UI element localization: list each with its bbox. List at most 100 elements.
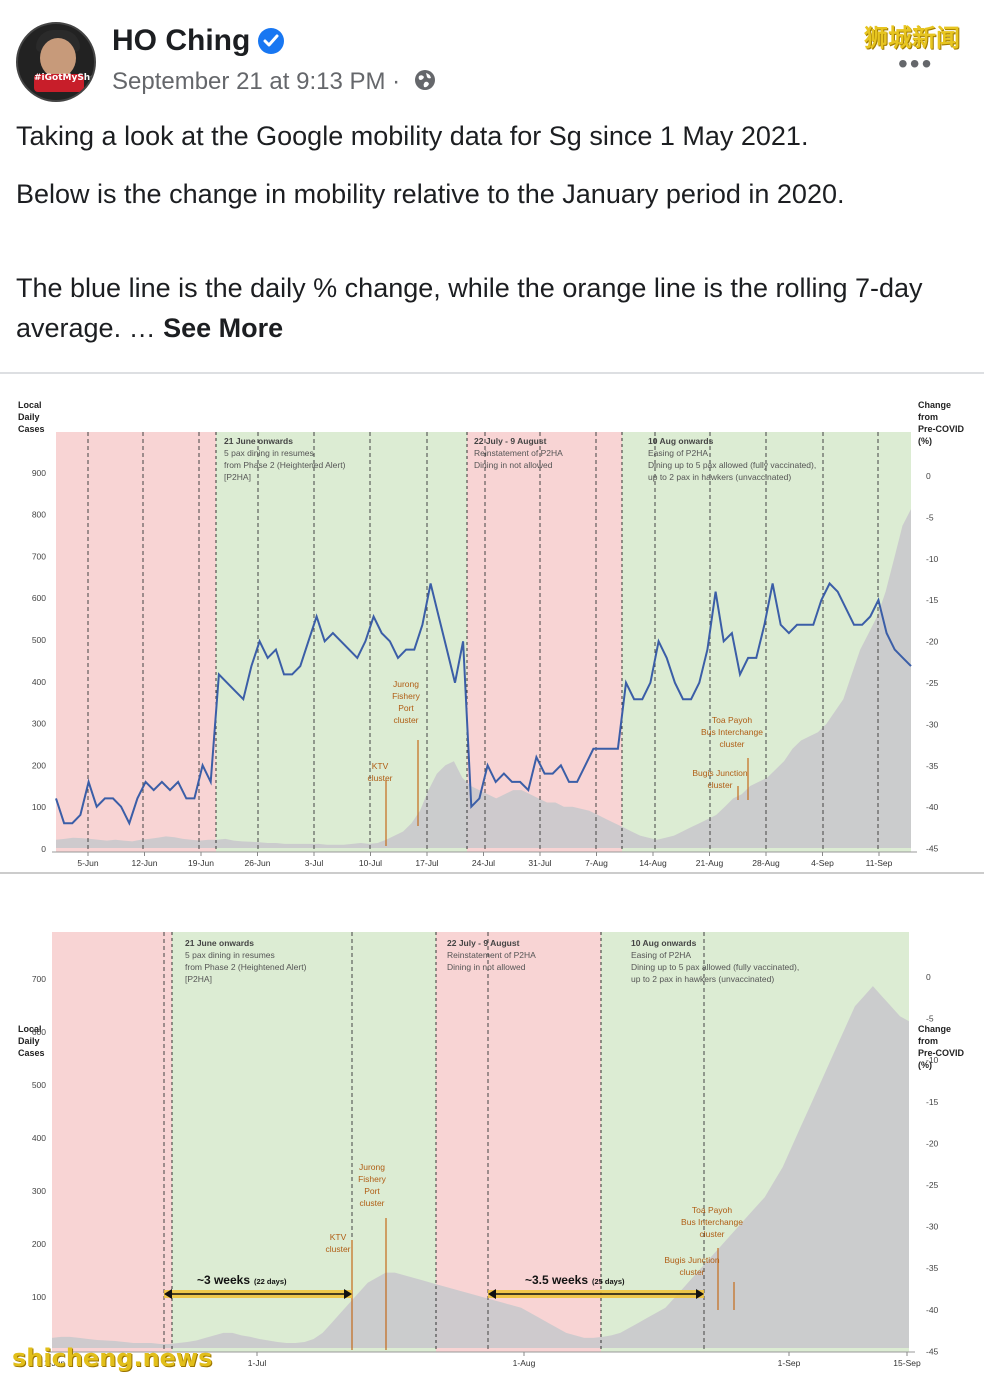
right-tick-label: -35: [926, 761, 939, 771]
right-axis-label-line: (%): [918, 436, 932, 446]
avatar[interactable]: #iGotMyShot: [16, 22, 96, 102]
left-tick-label: 500: [32, 635, 46, 645]
jurong-cluster-note: Fishery: [392, 691, 421, 701]
right-tick-label: -5: [926, 512, 934, 522]
right-tick-label: -25: [926, 678, 939, 688]
right-tick-label: -10: [926, 1055, 939, 1065]
chart-daily-svg: Local Daily Cases Change from Pre-COVID (%) 0 10…: [18, 400, 965, 868]
phase1-note-title: 21 June onwards: [185, 938, 254, 948]
post-paragraph-2: Below is the change in mobility relative…: [16, 179, 845, 209]
x-tick-label: 21-Aug: [696, 858, 724, 868]
right-axis-label-line: Pre-COVID: [918, 424, 965, 434]
verified-badge-icon: [258, 28, 284, 54]
right-tick-label: -15: [926, 595, 939, 605]
more-options-icon[interactable]: •••: [898, 48, 934, 79]
toa-payoh-cluster-note: cluster: [719, 739, 744, 749]
meta-separator: ·: [385, 68, 407, 95]
left-tick-label: 0: [41, 844, 46, 854]
right-tick-label: -40: [926, 1305, 939, 1315]
x-tick-label: 3-Jul: [305, 858, 324, 868]
left-axis-label-line: Local: [18, 1024, 42, 1034]
x-tick-label: 1-Jul: [248, 1358, 267, 1368]
left-tick-label: 700: [32, 974, 46, 984]
x-tick-label: 31-Jul: [528, 858, 551, 868]
jurong-cluster-note: cluster: [393, 715, 418, 725]
post-paragraph-3-text: The blue line is the daily % change, whi…: [16, 273, 923, 343]
phase1-note-line: from Phase 2 (Heightened Alert): [224, 460, 346, 470]
right-axis-label-line: Change: [918, 1024, 951, 1034]
right-tick-label: -20: [926, 1138, 939, 1148]
phase3-note-line: up to 2 pax in hawkers (unvaccinated): [631, 974, 774, 984]
right-tick-label: -5: [926, 1014, 934, 1024]
left-tick-label: 300: [32, 719, 46, 729]
jurong-cluster-note: Fishery: [358, 1174, 387, 1184]
ktv-cluster-note: KTV: [372, 761, 389, 771]
left-tick-label: 400: [32, 1133, 46, 1143]
left-tick-label: 600: [32, 593, 46, 603]
phase1-note-title: 21 June onwards: [224, 436, 293, 446]
chart-daily[interactable]: Local Daily Cases Change from Pre-COVID (%) 0 10…: [0, 380, 984, 872]
left-tick-label: 100: [32, 1292, 46, 1302]
chart-rolling[interactable]: ~3 weeks (22 days) ~3.5 weeks (25 days) Loc…: [0, 630, 984, 1374]
phase1-note-line: [P2HA]: [185, 974, 212, 984]
phase3-note-title: 10 Aug onwards: [648, 436, 714, 446]
x-tick-label: 11-Sep: [866, 858, 893, 868]
x-tick-label: 15-Sep: [893, 1358, 921, 1368]
toa-payoh-cluster-note: Toa Payoh: [692, 1205, 732, 1215]
phase2-note-line: Dining in not allowed: [474, 460, 553, 470]
post-paragraph-3: The blue line is the daily % change, whi…: [16, 268, 966, 348]
jurong-cluster-note: Port: [364, 1186, 380, 1196]
x-tick-label: 24-Jul: [472, 858, 495, 868]
phase3-note-line: Dining up to 5 pax allowed (fully vaccin…: [648, 460, 816, 470]
watermark-top: 狮城新闻: [864, 24, 960, 52]
right-axis-label-line: (%): [918, 1060, 932, 1070]
gap-arrow-1-head-right: [344, 1289, 352, 1299]
x-tick-label: 1-Sep: [778, 1358, 801, 1368]
gap-arrow-1-label: ~3 weeks: [197, 1273, 250, 1287]
ktv-cluster-note: cluster: [367, 773, 392, 783]
divider-charts: [0, 872, 984, 874]
x-tick-label: 4-Sep: [811, 858, 834, 868]
post-timestamp[interactable]: September 21 at 9:13 PM: [112, 68, 386, 95]
globe-icon: [413, 68, 437, 99]
phase1-note-line: 5 pax dining in resumes: [224, 448, 314, 458]
phase3-note-line: Easing of P2HA: [648, 448, 708, 458]
ktv-cluster-note: cluster: [325, 1244, 350, 1254]
right-tick-label: -30: [926, 1222, 939, 1232]
phase2-note-line: Reinstatement of P2HA: [447, 950, 536, 960]
phase2-note-title: 22 July - 9 August: [447, 938, 520, 948]
phase-zone-1: [52, 932, 172, 1352]
post-paragraph-1: Taking a look at the Google mobility dat…: [16, 121, 809, 151]
gap-arrow-2-sublabel: (25 days): [592, 1277, 625, 1286]
phase-zone-3: [467, 432, 622, 852]
left-tick-label: 700: [32, 551, 46, 561]
bugis-cluster-note: cluster: [707, 780, 732, 790]
x-tick-label: 5-Jun: [77, 858, 99, 868]
x-tick-label: 26-Jun: [245, 858, 271, 868]
ktv-cluster-note: KTV: [330, 1232, 347, 1242]
right-axis-label-line: Change: [918, 400, 951, 410]
x-tick-label: 14-Aug: [639, 858, 667, 868]
left-axis-label-line: Cases: [18, 424, 45, 434]
left-tick-label: 800: [32, 510, 46, 520]
x-tick-label: 7-Aug: [585, 858, 608, 868]
gap-arrow-1-head-left: [164, 1289, 172, 1299]
gap-arrow-1-sublabel: (22 days): [254, 1277, 287, 1286]
left-tick-label: 300: [32, 1186, 46, 1196]
author-name[interactable]: HO Ching: [112, 24, 251, 57]
toa-payoh-cluster-note: Bus Interchange: [681, 1217, 743, 1227]
gap-arrow-2-label: ~3.5 weeks: [525, 1273, 588, 1287]
left-tick-label: 400: [32, 677, 46, 687]
phase3-note-line: Dining up to 5 pax allowed (fully vaccin…: [631, 962, 799, 972]
gap-arrow-2-head-right: [696, 1289, 704, 1299]
phase1-note-line: 5 pax dining in resumes: [185, 950, 275, 960]
see-more-link[interactable]: See More: [163, 313, 284, 343]
right-tick-label: -45: [926, 844, 939, 854]
left-axis-label-line: Local: [18, 400, 42, 410]
x-tick-label: 10-Jul: [359, 858, 382, 868]
mobility-line: [55, 581, 912, 826]
chart-rolling-svg: ~3 weeks (22 days) ~3.5 weeks (25 days) Loc…: [18, 630, 965, 1368]
left-tick-label: 600: [32, 1027, 46, 1037]
post-meta: September 21 at 9:13 PM ·: [112, 68, 437, 99]
phase1-note-line: [P2HA]: [224, 472, 251, 482]
